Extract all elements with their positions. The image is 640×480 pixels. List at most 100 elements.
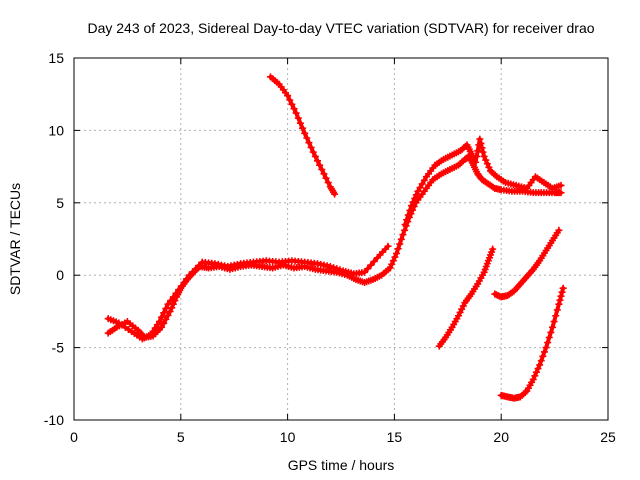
data-point-marker	[316, 161, 324, 169]
data-point-marker	[529, 375, 537, 383]
x-tick-label: 20	[493, 429, 509, 445]
data-point-marker	[311, 152, 319, 160]
data-point-marker	[558, 288, 566, 296]
x-tick-label: 10	[280, 429, 296, 445]
data-point-marker	[164, 311, 172, 319]
y-tick-label: -5	[52, 340, 65, 356]
data-point-marker	[559, 284, 567, 292]
data-point-marker	[532, 368, 540, 376]
y-tick-label: 10	[48, 122, 64, 138]
data-point-marker	[480, 152, 488, 160]
data-point-marker	[364, 265, 372, 273]
data-point-marker	[389, 257, 397, 265]
plot-frame	[73, 57, 609, 421]
data-point-marker	[476, 135, 484, 143]
data-point-marker	[155, 318, 163, 326]
x-tick-label: 5	[177, 429, 185, 445]
data-point-marker	[482, 156, 490, 164]
data-point-marker	[292, 109, 300, 117]
data-point-marker	[164, 300, 172, 308]
data-point-marker	[168, 304, 176, 312]
series-arc-2	[267, 73, 339, 198]
data-point-marker	[175, 286, 183, 294]
data-point-marker	[386, 264, 394, 272]
data-point-marker	[536, 361, 544, 369]
data-point-marker	[534, 365, 542, 373]
data-point-marker	[391, 253, 399, 261]
data-point-marker	[478, 144, 486, 152]
data-point-marker	[189, 268, 197, 276]
y-tick-label: -10	[44, 412, 64, 428]
data-point-marker	[418, 180, 426, 188]
grid-layer	[74, 58, 608, 420]
data-point-marker	[388, 260, 396, 268]
y-axis-label: SDTVAR / TECUs	[7, 183, 23, 295]
data-point-marker	[180, 278, 188, 286]
data-point-marker	[195, 261, 203, 269]
data-point-marker	[183, 275, 191, 283]
data-point-marker	[324, 179, 332, 187]
data-point-marker	[557, 292, 565, 300]
data-point-marker	[483, 160, 491, 168]
data-point-marker	[409, 198, 417, 206]
data-point-marker	[539, 352, 547, 360]
data-point-marker	[303, 134, 311, 142]
data-point-marker	[290, 105, 298, 113]
data-point-marker	[556, 296, 564, 304]
data-point-marker	[489, 245, 497, 253]
data-point-marker	[555, 226, 563, 234]
data-point-marker	[550, 318, 558, 326]
data-point-marker	[407, 202, 415, 210]
series-arc-1c	[401, 135, 565, 229]
data-point-marker	[299, 124, 307, 132]
data-point-marker	[557, 189, 565, 197]
series-arc-4	[491, 226, 563, 301]
data-point-marker	[326, 263, 334, 271]
data-point-marker	[322, 174, 330, 182]
data-point-marker	[162, 305, 170, 313]
x-tick-label: 0	[70, 429, 78, 445]
data-point-marker	[542, 344, 550, 352]
x-axis-label: GPS time / hours	[288, 457, 395, 473]
series-layer	[104, 73, 567, 402]
data-point-marker	[330, 264, 338, 272]
data-point-marker	[166, 307, 174, 315]
data-point-marker	[160, 319, 168, 327]
data-point-marker	[177, 282, 185, 290]
data-point-marker	[314, 157, 322, 165]
data-point-marker	[158, 313, 166, 321]
data-point-marker	[477, 139, 485, 147]
data-point-marker	[162, 315, 170, 323]
data-point-marker	[472, 158, 480, 166]
data-point-marker	[394, 245, 402, 253]
data-point-marker	[320, 170, 328, 178]
data-point-marker	[416, 184, 424, 192]
data-point-marker	[553, 306, 561, 314]
data-point-marker	[333, 265, 341, 273]
y-tick-label: 0	[56, 267, 64, 283]
data-point-marker	[370, 257, 378, 265]
data-point-marker	[158, 323, 166, 331]
data-point-marker	[473, 152, 481, 160]
data-point-marker	[396, 240, 404, 248]
data-point-marker	[399, 231, 407, 239]
data-point-marker	[360, 268, 368, 276]
chart-title: Day 243 of 2023, Sidereal Day-to-day VTE…	[87, 20, 594, 36]
data-point-marker	[404, 211, 412, 219]
data-point-marker	[367, 261, 375, 269]
data-point-marker	[169, 293, 177, 301]
data-point-marker	[552, 312, 560, 320]
data-point-marker	[544, 339, 552, 347]
data-point-marker	[555, 300, 563, 308]
y-tick-label: 5	[56, 195, 64, 211]
data-point-marker	[547, 328, 555, 336]
data-point-marker	[336, 266, 344, 274]
data-point-marker	[318, 165, 326, 173]
data-point-marker	[160, 309, 168, 317]
data-point-marker	[384, 242, 392, 250]
data-point-marker	[474, 147, 482, 155]
series-arc-3	[435, 245, 497, 350]
data-point-marker	[537, 357, 545, 365]
data-point-marker	[393, 249, 401, 257]
data-point-marker	[548, 323, 556, 331]
